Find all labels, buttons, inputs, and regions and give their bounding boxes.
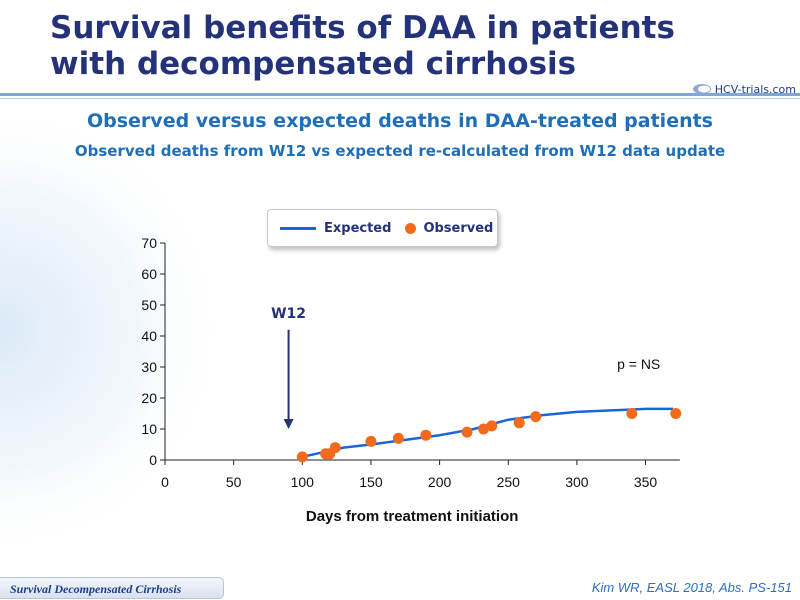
legend-expected-swatch bbox=[280, 226, 316, 230]
y-tick-label: 70 bbox=[141, 235, 157, 251]
observed-point bbox=[670, 408, 682, 419]
y-tick-label: 60 bbox=[141, 266, 157, 282]
title-rule-thin bbox=[0, 98, 800, 99]
y-tick-label: 30 bbox=[141, 359, 157, 375]
y-tick-label: 0 bbox=[149, 452, 157, 468]
y-tick-label: 20 bbox=[141, 390, 157, 406]
chart-legend: Expected Observed bbox=[267, 209, 498, 247]
p-value-annotation: p = NS bbox=[617, 356, 660, 372]
observed-point bbox=[486, 420, 498, 432]
observed-point bbox=[626, 408, 638, 419]
observed-point bbox=[329, 442, 341, 454]
x-tick-label: 0 bbox=[161, 474, 169, 490]
y-tick-label: 10 bbox=[141, 421, 157, 437]
title-rule bbox=[0, 93, 800, 96]
observed-point bbox=[461, 426, 473, 438]
observed-point bbox=[392, 432, 404, 444]
x-tick-label: 300 bbox=[565, 474, 589, 490]
section-tag: Survival Decompensated Cirrhosis bbox=[0, 577, 224, 599]
logo-swoosh-icon bbox=[692, 84, 711, 94]
y-tick-label: 50 bbox=[141, 297, 157, 313]
observed-point bbox=[296, 451, 308, 463]
x-tick-label: 350 bbox=[634, 474, 658, 490]
x-tick-label: 50 bbox=[226, 474, 242, 490]
legend-observed-swatch bbox=[405, 222, 417, 234]
hcv-trials-logo: HCV-trials.com bbox=[692, 80, 796, 98]
observed-point bbox=[513, 417, 525, 429]
legend-observed-label: Observed bbox=[423, 220, 494, 236]
logo-text: HCV-trials.com bbox=[714, 82, 796, 96]
chart-subtitle-2: Observed deaths from W12 vs expected re-… bbox=[74, 142, 726, 160]
w12-annotation-label: W12 bbox=[271, 306, 306, 322]
expected-series-line bbox=[302, 407, 673, 459]
observed-point bbox=[365, 435, 377, 447]
slide-title: Survival benefits of DAA in patients wit… bbox=[50, 10, 675, 82]
x-tick-label: 200 bbox=[428, 474, 452, 490]
observed-point bbox=[530, 411, 542, 423]
x-tick-label: 100 bbox=[291, 474, 315, 490]
x-axis-label: Days from treatment initiation bbox=[306, 508, 519, 525]
chart-subtitle: Observed versus expected deaths in DAA-t… bbox=[86, 110, 713, 132]
y-tick-label: 40 bbox=[141, 328, 157, 344]
x-tick-label: 150 bbox=[359, 474, 383, 490]
x-tick-label: 250 bbox=[497, 474, 521, 490]
w12-arrow-head bbox=[283, 419, 294, 429]
citation: Kim WR, EASL 2018, Abs. PS-151 bbox=[591, 580, 792, 595]
observed-point bbox=[420, 429, 432, 441]
legend-expected-label: Expected bbox=[324, 220, 392, 236]
